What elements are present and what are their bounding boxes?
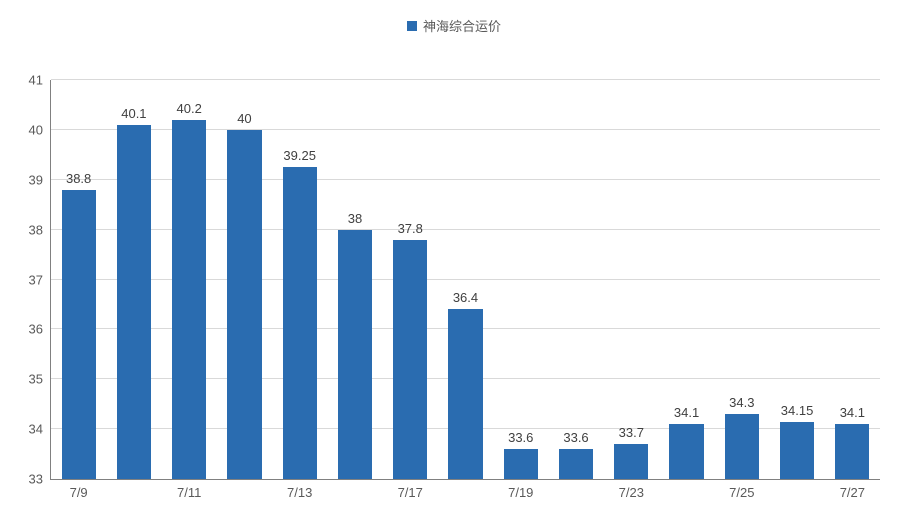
bar: 34.1 xyxy=(669,424,703,479)
y-axis-tick: 40 xyxy=(29,122,43,137)
y-axis-tick: 39 xyxy=(29,172,43,187)
x-axis-tick: 7/13 xyxy=(287,485,312,500)
bar-value-label: 33.7 xyxy=(619,425,644,440)
x-axis-tick: 7/25 xyxy=(729,485,754,500)
bar-value-label: 33.6 xyxy=(563,430,588,445)
bar: 34.3 xyxy=(725,414,759,479)
bar: 33.6 xyxy=(504,449,538,479)
legend: 神海综合运价 xyxy=(0,16,908,36)
bar-value-label: 40 xyxy=(237,111,251,126)
bar-value-label: 34.1 xyxy=(674,405,699,420)
plot-area: 33343536373839404138.87/940.140.27/11403… xyxy=(50,80,880,480)
bar: 33.7 xyxy=(614,444,648,479)
bar-value-label: 39.25 xyxy=(283,148,316,163)
x-axis-tick: 7/11 xyxy=(177,485,201,500)
gridline xyxy=(51,79,880,80)
y-axis-tick: 35 xyxy=(29,372,43,387)
y-axis-tick: 41 xyxy=(29,73,43,88)
x-axis-tick: 7/9 xyxy=(70,485,88,500)
y-axis-tick: 34 xyxy=(29,422,43,437)
bar-value-label: 34.3 xyxy=(729,395,754,410)
bar: 38 xyxy=(338,230,372,479)
bar-value-label: 40.1 xyxy=(121,106,146,121)
bar-value-label: 36.4 xyxy=(453,290,478,305)
legend-item: 神海综合运价 xyxy=(407,16,501,35)
bar-value-label: 38.8 xyxy=(66,171,91,186)
bar: 39.25 xyxy=(283,167,317,479)
bar-value-label: 37.8 xyxy=(398,221,423,236)
bar: 36.4 xyxy=(448,309,482,479)
bar: 38.8 xyxy=(62,190,96,479)
bar-value-label: 34.15 xyxy=(781,403,814,418)
bar: 40.2 xyxy=(172,120,206,479)
bar: 37.8 xyxy=(393,240,427,479)
bar: 40.1 xyxy=(117,125,151,479)
bar: 33.6 xyxy=(559,449,593,479)
bar-value-label: 40.2 xyxy=(177,101,202,116)
x-axis-tick: 7/23 xyxy=(619,485,644,500)
x-axis-tick: 7/19 xyxy=(508,485,533,500)
chart-container: 神海综合运价 33 34 35 36 37 38 39 40 41 38.8 7/9 40.1 40.2… xyxy=(0,0,908,530)
legend-swatch xyxy=(407,21,417,31)
x-axis-tick: 7/17 xyxy=(398,485,423,500)
y-axis-tick: 37 xyxy=(29,272,43,287)
bar-value-label: 33.6 xyxy=(508,430,533,445)
bar-value-label: 34.1 xyxy=(840,405,865,420)
bar: 34.1 xyxy=(835,424,869,479)
x-axis-tick: 7/27 xyxy=(840,485,865,500)
y-axis-tick: 33 xyxy=(29,472,43,487)
bar: 34.15 xyxy=(780,422,814,479)
y-axis-tick: 36 xyxy=(29,322,43,337)
y-axis-tick: 38 xyxy=(29,222,43,237)
legend-label: 神海综合运价 xyxy=(423,16,501,35)
bar: 40 xyxy=(227,130,261,479)
bar-value-label: 38 xyxy=(348,211,362,226)
